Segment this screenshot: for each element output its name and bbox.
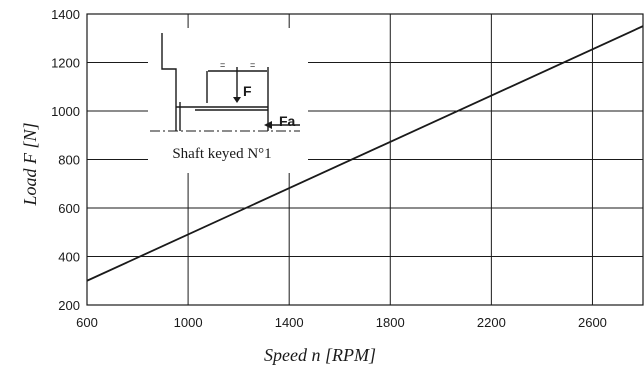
shaft-drawing [161,33,269,131]
y-tick-label: 600 [58,201,80,216]
series-group [86,25,644,282]
x-tick-label: 1000 [174,315,203,330]
y-tick-label: 200 [58,298,80,313]
x-tick-label: 2600 [578,315,607,330]
force-arrow-head [233,97,241,103]
shaft-inset: = = F Fa Shaft keyed N°1 [148,28,308,173]
equal-mark-right: = [250,60,255,70]
y-axis-title: Load F [N] [20,122,40,206]
inset-caption: Shaft keyed N°1 [172,146,271,162]
y-tick-label: 1200 [51,56,80,71]
axial-arrow-head [264,121,272,129]
axial-force-label: Fa [279,113,296,129]
series-line [86,25,644,282]
x-tick-label: 1400 [275,315,304,330]
x-axis-title: Speed n [RPM] [264,345,376,365]
y-tick-label: 800 [58,153,80,168]
x-tick-label: 1800 [376,315,405,330]
inset-background [148,28,308,173]
tick-labels: 600 1000 1400 1800 2200 2600 200 400 600 800 1000 1… [51,7,607,330]
plot-frame [86,13,644,306]
y-tick-label: 1000 [51,104,80,119]
x-tick-label: 2200 [477,315,506,330]
y-tick-label: 400 [58,250,80,265]
force-label: F [243,83,252,99]
y-tick-label: 1400 [51,7,80,22]
equal-mark-left: = [220,60,225,70]
x-tick-label: 600 [76,315,98,330]
